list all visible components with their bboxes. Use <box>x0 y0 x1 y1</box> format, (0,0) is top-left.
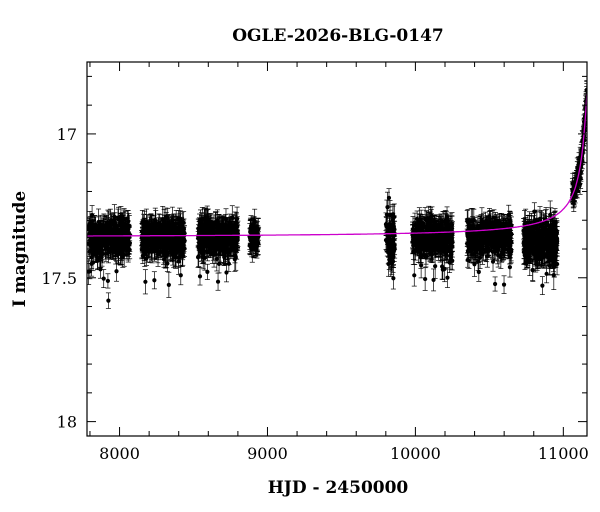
data-point <box>165 261 170 266</box>
data-point <box>182 246 187 251</box>
data-point <box>251 234 256 240</box>
data-point <box>125 248 131 253</box>
data-point <box>164 226 169 231</box>
data-point <box>98 267 103 272</box>
data-point <box>199 222 204 227</box>
data-point <box>202 227 207 232</box>
data-point <box>105 225 110 230</box>
data-point <box>141 229 146 234</box>
data-point <box>163 254 168 259</box>
data-point <box>105 278 111 284</box>
data-point <box>201 239 206 244</box>
data-point <box>172 244 177 249</box>
data-point <box>98 241 103 247</box>
data-point <box>225 231 230 236</box>
data-point <box>217 246 222 251</box>
data-point <box>252 238 257 243</box>
data-layer <box>87 80 587 309</box>
data-point <box>222 255 227 260</box>
data-point <box>178 273 183 278</box>
data-point <box>114 269 119 274</box>
data-point <box>101 276 106 281</box>
data-point <box>166 282 171 287</box>
data-point <box>157 236 162 241</box>
data-point <box>143 241 148 247</box>
data-point <box>216 261 222 267</box>
data-point <box>87 227 92 232</box>
data-point <box>107 229 112 235</box>
data-point <box>206 238 211 244</box>
data-point <box>205 269 210 274</box>
data-point <box>197 242 202 247</box>
data-point <box>112 227 117 232</box>
data-point <box>224 270 229 275</box>
data-point <box>91 226 96 231</box>
data-point <box>153 225 158 230</box>
data-point <box>116 217 121 222</box>
data-point <box>110 236 116 242</box>
data-point <box>122 252 127 257</box>
data-point <box>87 269 91 274</box>
data-point <box>125 235 130 240</box>
data-point <box>149 228 154 233</box>
data-point <box>202 218 208 223</box>
data-point <box>94 249 100 254</box>
data-point <box>196 226 201 231</box>
data-point <box>197 274 203 279</box>
data-point <box>213 239 218 244</box>
data-point <box>99 227 105 232</box>
data-point <box>158 230 163 235</box>
data-point <box>235 229 240 234</box>
data-point <box>228 247 233 253</box>
data-point <box>253 241 258 247</box>
data-point <box>143 279 148 284</box>
data-point <box>90 260 96 265</box>
data-point <box>95 237 101 242</box>
data-point <box>216 226 221 231</box>
data-point <box>118 249 123 255</box>
data-point <box>95 227 100 232</box>
data-point <box>120 230 125 235</box>
data-point <box>177 216 182 222</box>
data-point <box>230 231 235 236</box>
data-point <box>219 239 224 244</box>
data-point <box>88 244 93 249</box>
data-point <box>169 240 174 245</box>
data-point <box>176 255 181 261</box>
data-point <box>232 257 237 262</box>
data-point <box>166 222 171 227</box>
data-point <box>215 230 220 235</box>
data-point <box>215 279 221 284</box>
data-point <box>255 235 261 240</box>
data-point <box>105 240 110 245</box>
data-point <box>116 239 121 244</box>
data-point <box>233 247 238 252</box>
data-point <box>152 278 157 283</box>
data-point <box>113 248 118 254</box>
data-point <box>145 238 150 243</box>
data-point <box>391 276 396 281</box>
data-point <box>386 195 392 200</box>
data-point <box>247 242 252 248</box>
data-point <box>153 242 158 248</box>
data-point <box>108 248 113 254</box>
data-point <box>147 223 152 228</box>
data-point <box>168 236 174 241</box>
data-point <box>201 254 206 260</box>
data-point <box>208 230 213 235</box>
chart-title: OGLE-2026-BLG-0147 <box>232 26 444 46</box>
data-point <box>219 223 225 228</box>
data-point <box>106 298 111 303</box>
